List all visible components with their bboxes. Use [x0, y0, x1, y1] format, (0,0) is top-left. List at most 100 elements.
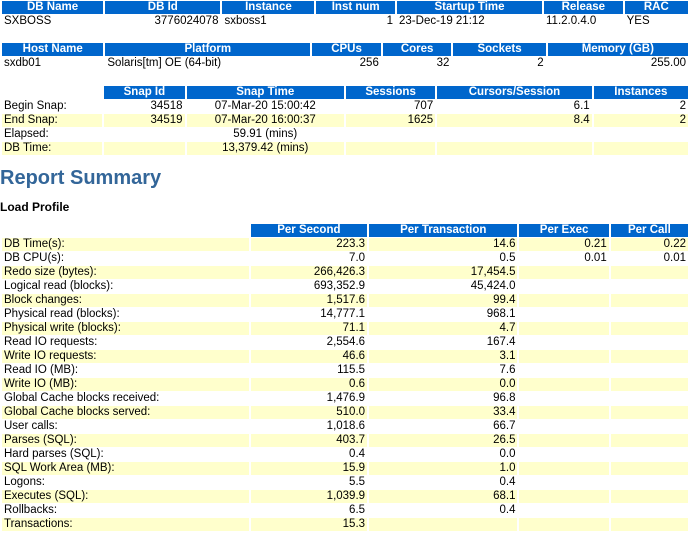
per-transaction-value: 4.7 [369, 322, 518, 335]
per-exec-value [519, 476, 609, 489]
begin-snap-row: Begin Snap: 34518 07-Mar-20 15:00:42 707… [2, 100, 688, 113]
elapsed-row: Elapsed: 59.91 (mins) [2, 128, 688, 141]
per-second-value: 14,777.1 [250, 308, 368, 321]
cores-value: 32 [382, 57, 452, 70]
col-snap-id: Snap Id [104, 86, 185, 99]
per-second-value: 693,352.9 [250, 280, 368, 293]
table-row: Write IO (MB): 0.6 0.0 [2, 378, 688, 391]
metric-label: Global Cache blocks received: [2, 392, 249, 405]
per-second-value: 15.9 [250, 462, 368, 475]
col-snap-time: Snap Time [186, 86, 344, 99]
per-exec-value [519, 336, 609, 349]
table-row: Physical write (blocks): 71.1 4.7 [2, 322, 688, 335]
per-call-value [610, 434, 688, 447]
metric-label: Write IO requests: [2, 350, 249, 363]
table-row: User calls: 1,018.6 66.7 [2, 420, 688, 433]
col-release: Release [544, 1, 623, 14]
col-db-name: DB Name [2, 1, 104, 14]
per-transaction-value: 1.0 [369, 462, 518, 475]
load-profile-table: Per Second Per Transaction Per Exec Per … [0, 223, 690, 532]
per-second-value: 223.3 [250, 238, 368, 251]
metric-label: SQL Work Area (MB): [2, 462, 249, 475]
report-summary-heading: Report Summary [0, 167, 162, 189]
host-name-value: sxdb01 [2, 57, 104, 70]
col-per-exec: Per Exec [519, 224, 609, 237]
per-call-value [610, 504, 688, 517]
per-call-value [610, 462, 688, 475]
per-exec-value [519, 308, 609, 321]
startup-time-value: 23-Dec-19 21:12 [397, 15, 543, 28]
per-call-value [610, 518, 688, 531]
platform-value: Solaris[tm] OE (64-bit) [105, 57, 311, 70]
per-call-value [610, 420, 688, 433]
per-exec-value [519, 392, 609, 405]
instance-value: sxboss1 [222, 15, 315, 28]
col-sessions: Sessions [345, 86, 436, 99]
per-transaction-value: 26.5 [369, 434, 518, 447]
per-call-value [610, 308, 688, 321]
per-call-value [610, 280, 688, 293]
col-memory: Memory (GB) [547, 43, 688, 56]
db-time-row: DB Time: 13,379.42 (mins) [2, 142, 688, 155]
per-call-value [610, 378, 688, 391]
per-call-value [610, 392, 688, 405]
table-row: Rollbacks: 6.5 0.4 [2, 504, 688, 517]
metric-label: Logons: [2, 476, 249, 489]
table-row: Redo size (bytes): 266,426.3 17,454.5 [2, 266, 688, 279]
per-second-value: 71.1 [250, 322, 368, 335]
per-exec-value: 0.21 [519, 238, 609, 251]
db-name-value: SXBOSS [2, 15, 104, 28]
per-call-value [610, 322, 688, 335]
per-second-value: 0.6 [250, 378, 368, 391]
per-exec-value [519, 322, 609, 335]
col-rac: RAC [624, 1, 688, 14]
load-profile-corner-blank [2, 224, 249, 237]
load-profile-heading: Load Profile [0, 200, 70, 214]
metric-label: Read IO (MB): [2, 364, 249, 377]
metric-label: Hard parses (SQL): [2, 448, 249, 461]
db-info-table: DB Name DB Id Instance Inst num Startup … [0, 0, 690, 29]
metric-label: Executes (SQL): [2, 490, 249, 503]
per-transaction-value: 99.4 [369, 294, 518, 307]
per-second-value: 6.5 [250, 504, 368, 517]
per-exec-value [519, 378, 609, 391]
inst-num-value: 1 [316, 15, 396, 28]
col-startup-time: Startup Time [397, 1, 543, 14]
db-id-value: 3776024078 [105, 15, 221, 28]
per-transaction-value: 3.1 [369, 350, 518, 363]
table-row: Physical read (blocks): 14,777.1 968.1 [2, 308, 688, 321]
per-second-value: 1,517.6 [250, 294, 368, 307]
end-snap-row: End Snap: 34519 07-Mar-20 16:00:37 1625 … [2, 114, 688, 127]
per-exec-value [519, 364, 609, 377]
table-row: Read IO requests: 2,554.6 167.4 [2, 336, 688, 349]
per-second-value: 1,039.9 [250, 490, 368, 503]
per-exec-value [519, 518, 609, 531]
per-second-value: 15.3 [250, 518, 368, 531]
col-sockets: Sockets [453, 43, 546, 56]
per-second-value: 115.5 [250, 364, 368, 377]
per-transaction-value: 0.5 [369, 252, 518, 265]
metric-label: Read IO requests: [2, 336, 249, 349]
per-exec-value [519, 490, 609, 503]
per-call-value [610, 364, 688, 377]
table-row: Logons: 5.5 0.4 [2, 476, 688, 489]
per-exec-value [519, 434, 609, 447]
metric-label: Parses (SQL): [2, 434, 249, 447]
per-transaction-value: 0.0 [369, 448, 518, 461]
per-second-value: 510.0 [250, 406, 368, 419]
col-inst-num: Inst num [316, 1, 396, 14]
col-cores: Cores [382, 43, 452, 56]
per-transaction-value: 0.4 [369, 476, 518, 489]
table-row: Write IO requests: 46.6 3.1 [2, 350, 688, 363]
per-second-value: 1,018.6 [250, 420, 368, 433]
table-row: Block changes: 1,517.6 99.4 [2, 294, 688, 307]
per-exec-value [519, 406, 609, 419]
col-db-id: DB Id [105, 1, 221, 14]
per-transaction-value: 7.6 [369, 364, 518, 377]
per-exec-value [519, 462, 609, 475]
per-second-value: 1,476.9 [250, 392, 368, 405]
col-per-transaction: Per Transaction [369, 224, 518, 237]
per-second-value: 266,426.3 [250, 266, 368, 279]
per-call-value [610, 476, 688, 489]
per-call-value [610, 266, 688, 279]
